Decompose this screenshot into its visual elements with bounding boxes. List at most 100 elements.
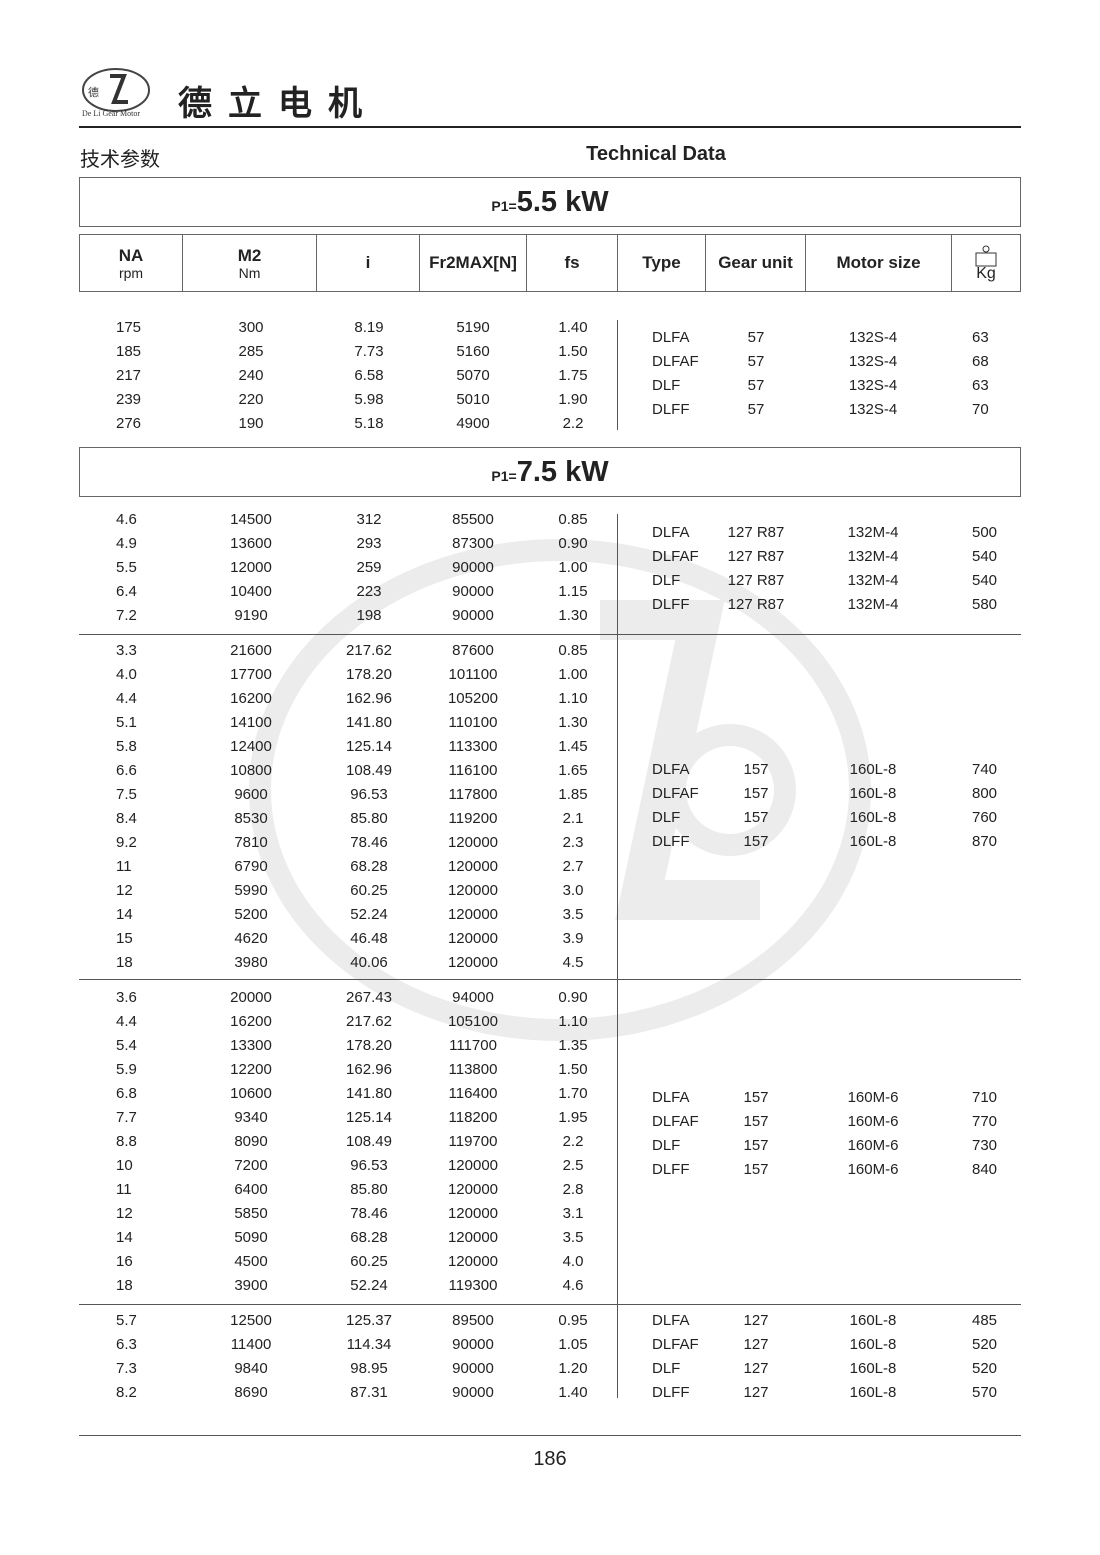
power-block-7-5kw: P1= 7.5 kW (79, 447, 1021, 497)
gear-unit-value: 127 R87 (727, 548, 785, 565)
col-fs: fs (527, 235, 618, 291)
m2-value: 8530 (234, 810, 268, 827)
gear-unit-value: 157 (743, 1089, 769, 1106)
section-divider (79, 1304, 1021, 1305)
fs-value: 2.1 (562, 810, 584, 827)
na-value: 5.7 (116, 1312, 137, 1329)
fr-value: 119200 (448, 810, 498, 827)
ratio-value: 85.80 (350, 1181, 388, 1198)
col-fr: Fr2MAX[N] (420, 235, 527, 291)
subtitle-en: Technical Data (586, 143, 726, 165)
weight-value: 870 (972, 833, 998, 850)
fr-value: 87300 (452, 535, 494, 552)
type-value: DLFF (652, 833, 690, 850)
fs-value: 1.90 (558, 391, 588, 408)
motor-size-value: 132M-4 (847, 572, 899, 589)
weight-value: 570 (972, 1384, 998, 1401)
m2-value: 190 (238, 415, 264, 432)
na-value: 8.4 (116, 810, 137, 827)
gear-unit-value: 157 (743, 1137, 769, 1154)
motor-size-value: 160L-8 (849, 809, 897, 826)
col-kg: Kg (952, 235, 1020, 291)
type-value: DLF (652, 377, 681, 394)
col-na: NA rpm (80, 235, 183, 291)
fs-value: 2.3 (562, 834, 584, 851)
fs-value: 1.10 (558, 1013, 588, 1030)
m2-value: 17700 (230, 666, 272, 683)
ratio-value: 114.34 (346, 1336, 392, 1353)
section-divider (79, 634, 1021, 635)
fr-value: 120000 (447, 882, 499, 899)
gear-unit-value: 127 (743, 1312, 769, 1329)
fr-value: 120000 (447, 1157, 499, 1174)
motor-size-value: 160L-8 (849, 1384, 897, 1401)
page-number: 186 (533, 1448, 567, 1470)
ratio-value: 223 (356, 583, 382, 600)
ratio-value: 178.20 (346, 666, 392, 683)
svg-text:De Li Gear Motor: De Li Gear Motor (82, 109, 140, 118)
na-value: 11 (116, 858, 132, 875)
fs-value: 4.0 (562, 1253, 584, 1270)
motor-size-value: 160L-8 (849, 761, 897, 778)
gear-unit-value: 127 R87 (727, 524, 785, 541)
na-value: 5.1 (116, 714, 137, 731)
ratio-value: 267.43 (346, 989, 392, 1006)
gear-unit-value: 127 (743, 1360, 769, 1377)
fr-value: 89500 (452, 1312, 494, 1329)
col-m2: M2 Nm (183, 235, 317, 291)
fs-value: 1.00 (558, 559, 588, 576)
weight-value: 800 (972, 785, 998, 802)
m2-value: 14500 (230, 511, 272, 528)
type-value: DLF (652, 1360, 681, 1377)
header-rule (79, 126, 1021, 128)
ratio-value: 125.14 (346, 738, 392, 755)
type-value: DLF (652, 572, 681, 589)
type-value: DLF (652, 809, 681, 826)
ratio-value: 96.53 (350, 786, 388, 803)
fs-value: 1.85 (558, 786, 588, 803)
fs-value: 0.95 (558, 1312, 588, 1329)
ratio-value: 259 (356, 559, 382, 576)
gear-unit-value: 57 (747, 377, 765, 394)
na-value: 6.4 (116, 583, 137, 600)
fr-value: 85500 (452, 511, 494, 528)
gear-unit-value: 57 (747, 329, 765, 346)
fr-value: 5010 (456, 391, 490, 408)
na-value: 5.5 (116, 559, 137, 576)
gear-unit-value: 157 (743, 785, 769, 802)
fr-value: 90000 (452, 1336, 494, 1353)
m2-value: 3900 (234, 1277, 268, 1294)
na-value: 4.0 (116, 666, 137, 683)
fr-value: 90000 (452, 1384, 494, 1401)
weight-value: 520 (972, 1360, 998, 1377)
m2-value: 11400 (230, 1336, 272, 1353)
ratio-value: 198 (356, 607, 382, 624)
fr-value: 120000 (447, 930, 499, 947)
m2-value: 5200 (234, 906, 268, 923)
fs-value: 1.45 (558, 738, 588, 755)
type-value: DLFF (652, 596, 690, 613)
weight-value: 760 (972, 809, 998, 826)
weight-value: 540 (972, 548, 998, 565)
na-value: 3.3 (116, 642, 137, 659)
ratio-value: 125.14 (346, 1109, 392, 1126)
column-header: NA rpm M2 Nm i Fr2MAX[N] fs Type Gear unit… (79, 234, 1021, 292)
na-value: 6.8 (116, 1085, 137, 1102)
weight-value: 63 (972, 377, 989, 394)
na-value: 7.5 (116, 786, 137, 803)
ratio-value: 87.31 (350, 1384, 388, 1401)
fs-value: 2.8 (562, 1181, 584, 1198)
fr-value: 120000 (447, 954, 499, 971)
m2-value: 285 (238, 343, 264, 360)
motor-size-value: 160M-6 (847, 1113, 899, 1130)
fr-value: 90000 (452, 559, 494, 576)
fs-value: 0.85 (558, 642, 588, 659)
m2-value: 8690 (234, 1384, 268, 1401)
ratio-value: 8.19 (354, 319, 384, 336)
type-value: DLFA (652, 1312, 690, 1329)
na-value: 14 (116, 1229, 133, 1246)
ratio-value: 5.18 (354, 415, 384, 432)
company-logo: 德 De Li Gear Motor (82, 68, 150, 118)
ratio-value: 60.25 (350, 882, 388, 899)
ratio-value: 162.96 (346, 690, 392, 707)
